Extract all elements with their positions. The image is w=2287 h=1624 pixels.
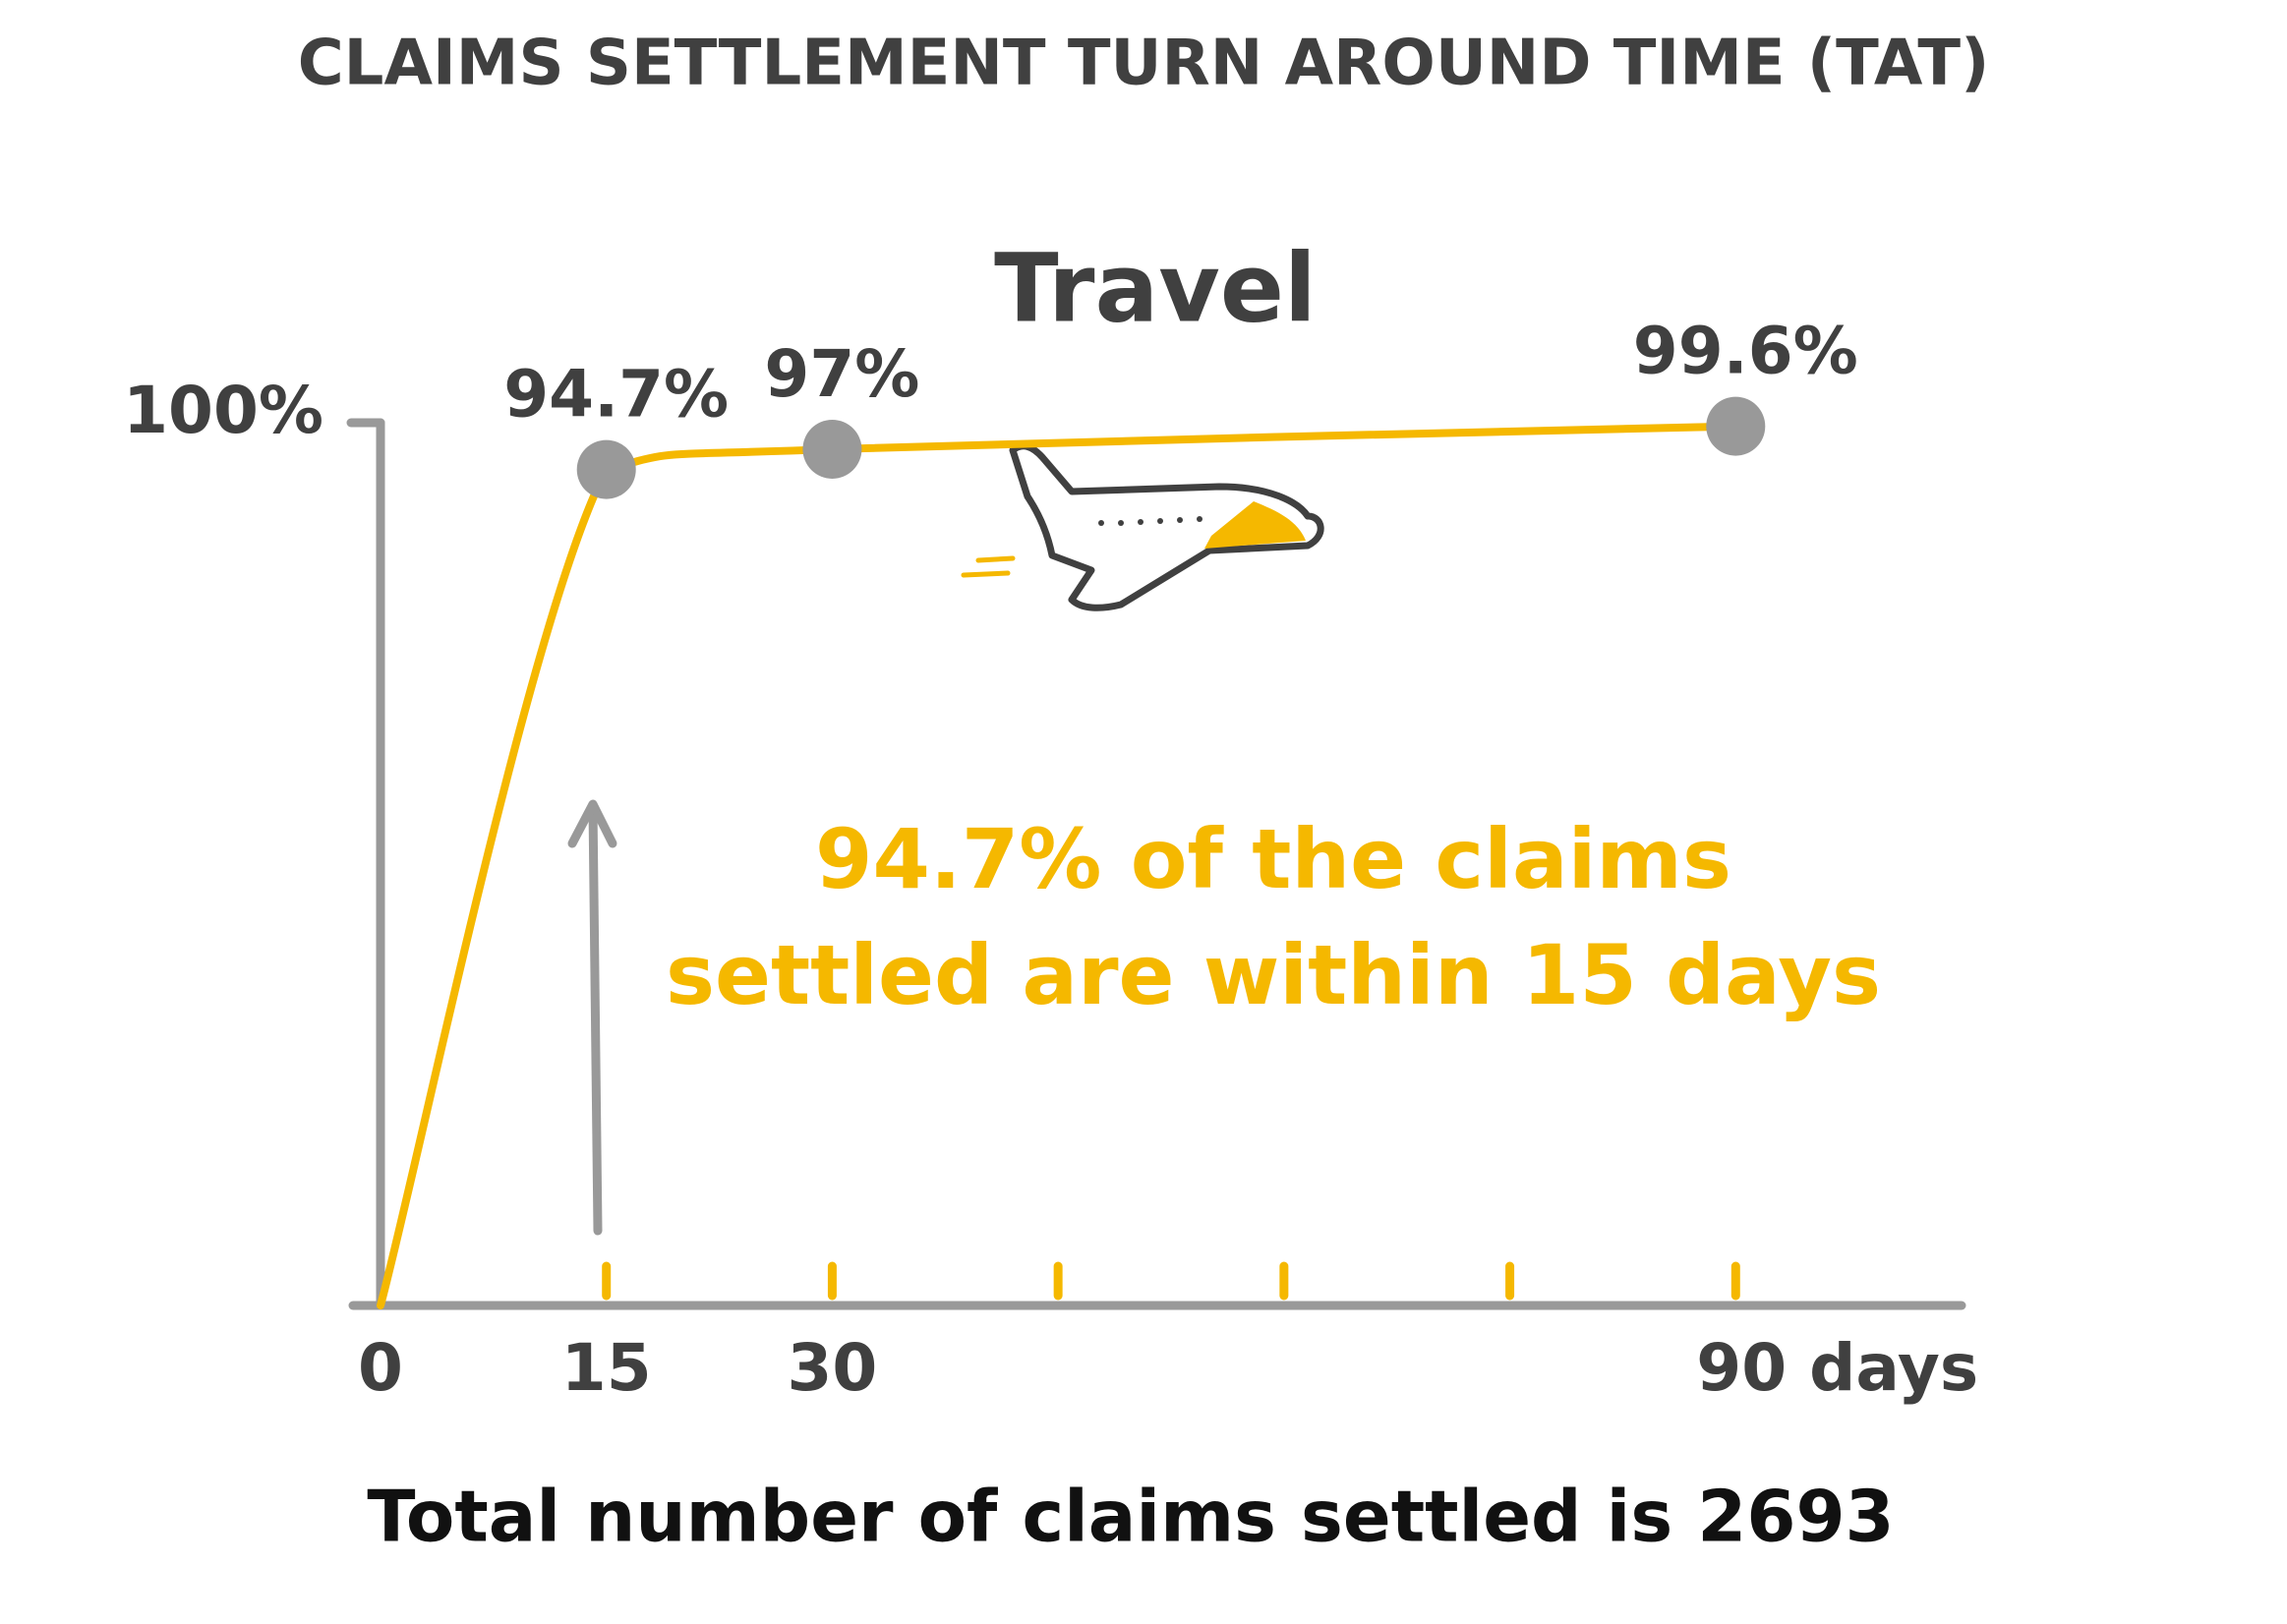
point [802,419,862,479]
chart-title: CLAIMS SETTLEMENT TURN AROUND TIME (TAT) [298,28,1990,100]
x-tick-label: 0 [358,1330,403,1406]
value-label: 94.7% [503,357,729,433]
chart-subtitle: Travel [994,233,1317,343]
value-label: 99.6% [1633,314,1858,389]
footnote: Total number of claims settled is 2693 [367,1476,1894,1558]
x-tick-label: 15 [561,1330,652,1406]
line [377,422,1740,1309]
point [1706,396,1766,456]
y-tick-label: 100% [123,373,323,448]
arrow [567,799,617,1236]
airplane-icon [961,442,1324,611]
x-tick-label: 30 [787,1330,877,1406]
annotation: 94.7% of the claims [815,811,1731,907]
value-label: 97% [764,336,919,412]
x-tick-label: 90 days [1696,1330,1978,1406]
point [576,439,636,499]
annotation: settled are within 15 days [666,927,1881,1023]
